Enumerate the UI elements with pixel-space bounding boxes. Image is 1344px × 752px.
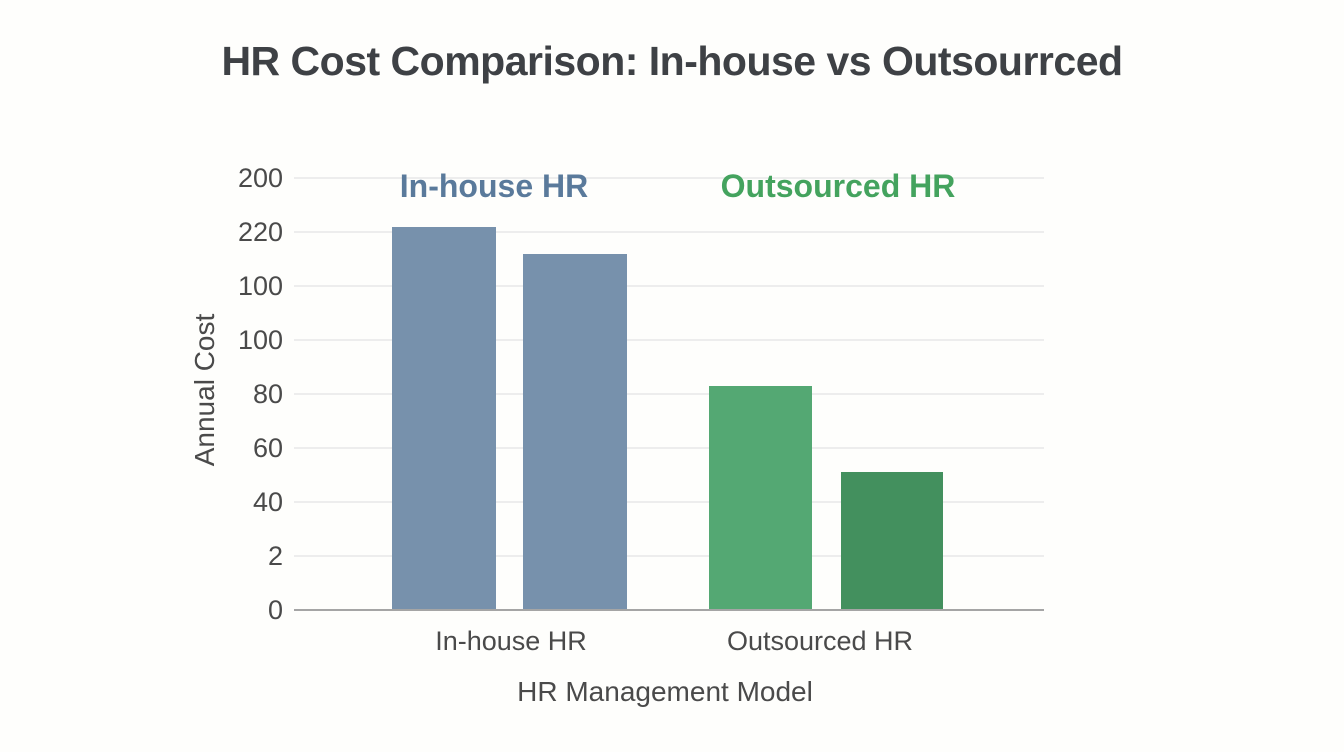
bar-in-house-hr: [523, 254, 627, 609]
x-axis-title: HR Management Model: [517, 676, 813, 707]
gridline: [294, 177, 1044, 179]
y-tick-label: 0: [267, 595, 283, 625]
x-tick-label: In-house HR: [435, 626, 587, 656]
series-label-outsourced-hr: Outsourced HR: [720, 168, 956, 204]
gridline: [294, 393, 1044, 395]
gridline: [294, 231, 1044, 233]
gridline: [294, 501, 1044, 503]
bar-in-house-hr: [392, 227, 496, 609]
bar-outsourced-hr: [709, 386, 812, 609]
y-tick-label: 100: [237, 325, 283, 355]
y-tick-label: 220: [237, 217, 283, 247]
chart-title: HR Cost Comparison: In-house vs Outsourr…: [221, 38, 1123, 84]
y-tick-label: 200: [237, 163, 283, 193]
y-tick-label: 2: [267, 541, 283, 571]
x-tick-label: Outsourced HR: [726, 626, 914, 656]
y-tick-label: 40: [252, 487, 283, 517]
series-label-in-house-hr: In-house HR: [399, 168, 589, 204]
y-tick-label: 60: [252, 433, 283, 463]
y-tick-label: 100: [237, 271, 283, 301]
gridline: [294, 285, 1044, 287]
y-tick-label: 80: [252, 379, 283, 409]
gridline: [294, 555, 1044, 557]
bar-outsourced-hr: [841, 472, 943, 609]
gridline: [294, 339, 1044, 341]
y-axis-title: Annual Cost: [189, 313, 220, 467]
x-axis-line: [294, 609, 1044, 611]
gridline: [294, 447, 1044, 449]
